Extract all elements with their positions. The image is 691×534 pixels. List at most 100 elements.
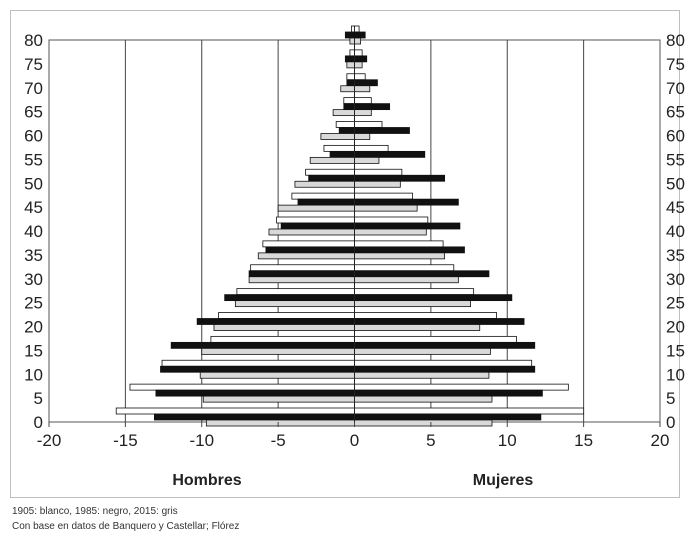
legend-note: 1905: blanco, 1985: negro, 2015: gris	[12, 506, 178, 517]
bar-mujeres	[354, 264, 455, 272]
y-tick-label-right: 75	[666, 55, 685, 74]
bar-mujeres	[354, 288, 475, 296]
bar-hombres	[332, 109, 355, 117]
x-tick-label: -5	[271, 431, 286, 450]
y-tick-label-right: 0	[666, 413, 675, 432]
bar-mujeres	[354, 294, 513, 302]
bar-hombres	[201, 347, 355, 355]
y-tick-label-right: 20	[666, 318, 685, 337]
y-tick-label-left: 65	[24, 103, 43, 122]
bar-mujeres	[354, 61, 363, 69]
bar-mujeres	[354, 144, 389, 152]
y-tick-label-right: 45	[666, 198, 685, 217]
bar-mujeres	[354, 222, 461, 230]
x-tick-label: -10	[189, 431, 214, 450]
group-label-hombres: Hombres	[172, 472, 241, 489]
bar-mujeres	[354, 121, 383, 128]
y-tick-label-left: 45	[24, 198, 43, 217]
bar-hombres	[349, 49, 355, 57]
bar-hombres	[218, 312, 355, 319]
bar-hombres	[297, 198, 355, 206]
bar-hombres	[234, 300, 355, 308]
bar-mujeres	[354, 413, 542, 421]
bar-mujeres	[354, 73, 366, 81]
y-tick-label-left: 10	[24, 365, 43, 384]
bar-hombres	[346, 73, 355, 81]
y-tick-label-left: 25	[24, 294, 43, 313]
bar-mujeres	[354, 85, 371, 93]
y-tick-label-right: 60	[666, 127, 685, 146]
bar-hombres	[280, 222, 355, 230]
bar-mujeres	[354, 389, 543, 397]
bar-hombres	[351, 25, 355, 33]
y-tick-label-left: 20	[24, 318, 43, 337]
bar-mujeres	[354, 180, 401, 188]
bar-mujeres	[354, 228, 427, 236]
bar-mujeres	[354, 25, 360, 33]
bar-hombres	[129, 383, 355, 391]
x-tick-label: -15	[113, 431, 138, 450]
source-note: Con base en datos de Banquero y Castella…	[12, 521, 240, 532]
bar-mujeres	[354, 31, 366, 39]
y-tick-label-right: 50	[666, 174, 685, 193]
bar-mujeres	[354, 365, 536, 373]
y-tick-label-right: 10	[666, 365, 685, 384]
bar-mujeres	[354, 246, 465, 254]
y-tick-label-left: 60	[24, 127, 43, 146]
y-tick-label-right: 35	[666, 246, 685, 265]
y-tick-label-left: 0	[34, 413, 43, 432]
bar-hombres	[346, 79, 355, 87]
bar-mujeres	[354, 133, 371, 140]
bar-hombres	[276, 216, 355, 224]
y-tick-label-right: 80	[666, 31, 685, 50]
bar-mujeres	[354, 359, 533, 367]
bar-hombres	[343, 97, 355, 105]
bar-mujeres	[354, 168, 403, 176]
bar-hombres	[170, 341, 355, 349]
bar-mujeres	[354, 150, 426, 158]
y-tick-label-right: 40	[666, 222, 685, 241]
bar-mujeres	[354, 174, 446, 182]
y-tick-label-right: 25	[666, 294, 685, 313]
x-tick-label: 15	[574, 431, 593, 450]
bar-hombres	[248, 270, 355, 278]
bar-hombres	[213, 324, 355, 331]
bar-mujeres	[354, 318, 525, 325]
bar-mujeres	[354, 79, 378, 87]
bar-hombres	[199, 371, 355, 379]
bar-mujeres	[354, 109, 372, 117]
bar-mujeres	[354, 204, 418, 212]
bar-hombres	[265, 246, 355, 254]
bar-mujeres	[354, 127, 410, 134]
y-tick-label-right: 55	[666, 150, 685, 169]
bar-mujeres	[354, 103, 391, 111]
x-tick-label: -20	[37, 431, 62, 450]
bar-mujeres	[354, 37, 362, 45]
bar-hombres	[338, 127, 355, 134]
bar-hombres	[340, 85, 355, 93]
bar-hombres	[262, 240, 355, 248]
bar-hombres	[160, 365, 355, 373]
bar-mujeres	[354, 97, 372, 105]
bar-hombres	[257, 252, 355, 260]
y-tick-label-right: 5	[666, 389, 675, 408]
y-tick-label-right: 30	[666, 270, 685, 289]
bar-hombres	[155, 389, 355, 397]
bar-mujeres	[354, 395, 493, 403]
x-tick-label: 20	[651, 431, 670, 450]
bar-hombres	[309, 156, 355, 164]
bar-mujeres	[354, 300, 471, 308]
bar-mujeres	[354, 371, 490, 379]
bar-hombres	[305, 168, 355, 176]
bar-mujeres	[354, 312, 497, 319]
y-tick-label-right: 65	[666, 103, 685, 122]
bar-hombres	[248, 276, 355, 284]
x-tick-label: 10	[498, 431, 517, 450]
bar-hombres	[308, 174, 355, 182]
bar-mujeres	[354, 156, 380, 164]
bar-mujeres	[354, 407, 585, 415]
y-tick-label-left: 35	[24, 246, 43, 265]
x-tick-label: 0	[350, 431, 359, 450]
bar-mujeres	[354, 49, 363, 57]
bar-mujeres	[354, 252, 446, 260]
